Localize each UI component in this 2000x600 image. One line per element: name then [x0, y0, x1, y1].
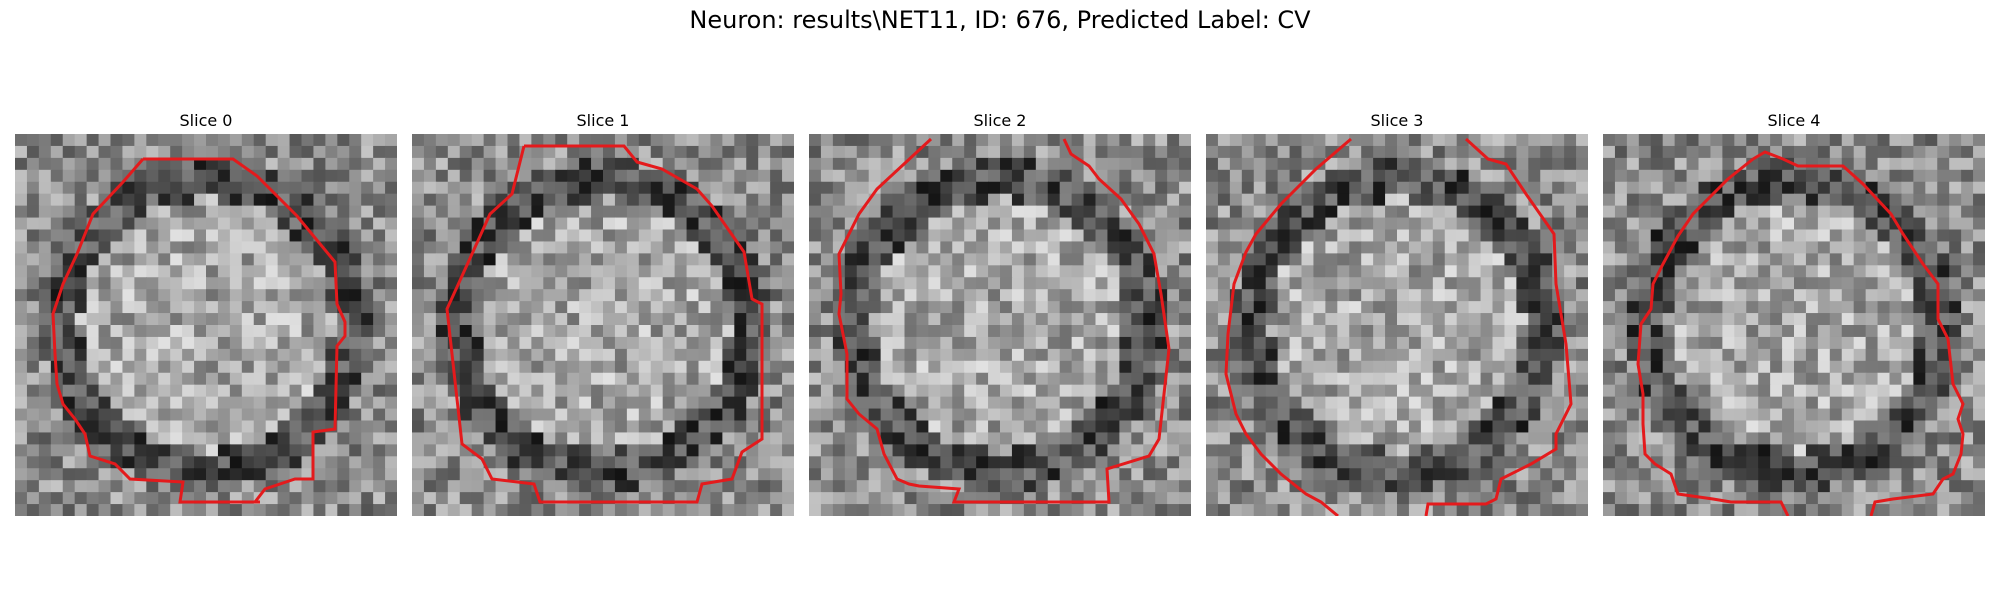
slice-panel-3: Slice 3	[1206, 108, 1588, 516]
pixel-grid	[412, 134, 794, 516]
slice-svg	[15, 134, 397, 516]
slice-svg	[412, 134, 794, 516]
cell-contour	[51, 157, 347, 504]
slice-image	[1206, 134, 1588, 516]
figure-title: Neuron: results\NET11, ID: 676, Predicte…	[689, 6, 1311, 34]
slice-svg	[809, 134, 1191, 516]
slice-title: Slice 3	[1370, 111, 1424, 130]
slice-svg	[1206, 134, 1588, 516]
cell-contour	[837, 137, 1171, 504]
pixel-grid	[1206, 134, 1588, 516]
slice-image	[1603, 134, 1985, 516]
slice-panel-1: Slice 1	[412, 108, 794, 516]
slice-panel-4: Slice 4	[1603, 108, 1985, 516]
slice-image	[15, 134, 397, 516]
pixel-grid	[809, 134, 1191, 516]
cell-contour	[1424, 137, 1573, 516]
slice-title: Slice 0	[179, 111, 233, 130]
slice-title: Slice 2	[973, 111, 1027, 130]
slice-image	[809, 134, 1191, 516]
cell-contour	[445, 144, 764, 504]
cell-contour	[1224, 137, 1352, 516]
slice-panel-0: Slice 0	[15, 108, 397, 516]
slice-image	[412, 134, 794, 516]
slice-title: Slice 4	[1767, 111, 1821, 130]
slice-title: Slice 1	[576, 111, 630, 130]
slice-svg	[1603, 134, 1985, 516]
cell-contour	[1636, 157, 1790, 516]
pixel-grid	[15, 134, 397, 516]
cell-contour	[1752, 150, 1965, 516]
slice-panel-2: Slice 2	[809, 108, 1191, 516]
pixel-grid	[1603, 134, 1985, 516]
